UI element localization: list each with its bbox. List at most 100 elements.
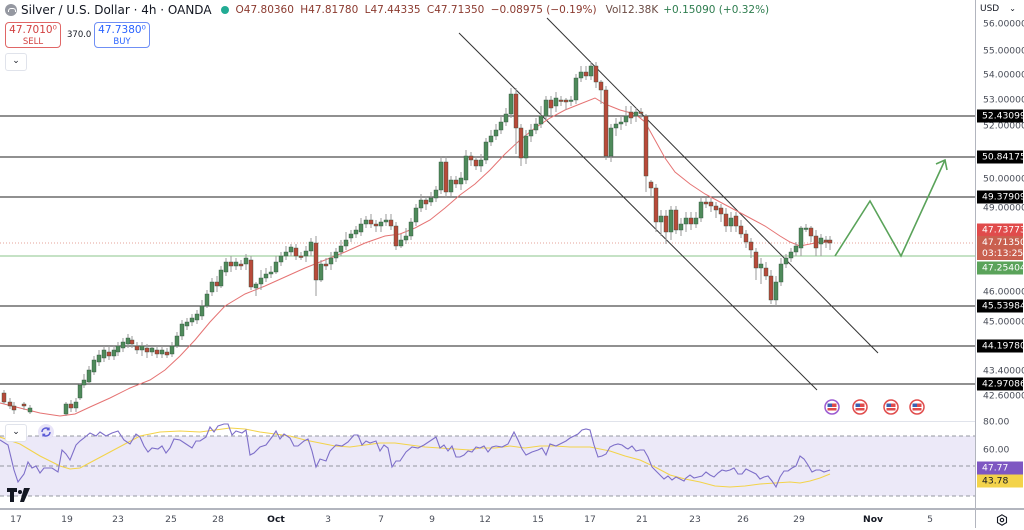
candle-body — [498, 121, 504, 131]
candle-body — [298, 255, 304, 258]
rsi-collapse-button[interactable]: ⌄ — [5, 424, 27, 442]
price-level-tag: 47.25404 — [977, 261, 1024, 275]
candle-body — [798, 227, 804, 249]
high-value: H47.81780 — [300, 4, 359, 16]
candle-body — [248, 259, 254, 288]
candle-body — [96, 354, 102, 363]
candle-body — [623, 115, 629, 123]
candle-body — [468, 155, 474, 161]
candle-body — [91, 359, 97, 373]
market-open-status-icon — [220, 6, 229, 14]
candle-body — [723, 213, 729, 227]
pane-separator[interactable] — [0, 421, 975, 422]
candle-body — [443, 161, 449, 193]
candle-body — [115, 345, 121, 353]
candle-body — [223, 261, 229, 273]
time-tick: 28 — [212, 514, 224, 525]
candle-body — [238, 263, 244, 267]
buy-button[interactable]: 47.7380⁰ BUY — [94, 22, 150, 48]
candle-body — [209, 281, 215, 293]
time-tick: 7 — [378, 514, 384, 525]
candle-body — [688, 217, 694, 225]
candle-body — [758, 263, 764, 269]
candle-body — [228, 261, 234, 267]
candle-body — [703, 201, 709, 205]
refresh-icon[interactable] — [38, 424, 54, 440]
current-price: 47.71350 — [982, 237, 1024, 248]
candle-body — [733, 215, 739, 227]
collapse-legend-button[interactable]: ⌄ — [5, 53, 27, 71]
bar-countdown: 03:13:25 — [982, 248, 1024, 259]
candle-body — [433, 189, 439, 199]
candlesticks — [1, 62, 833, 416]
candle-body — [578, 71, 584, 79]
candle-body — [328, 257, 334, 265]
time-tick: 12 — [479, 514, 491, 525]
candle-body — [823, 239, 829, 243]
projection-arrowhead-icon — [935, 158, 948, 171]
time-tick: 23 — [112, 514, 124, 525]
candle-body — [308, 241, 314, 252]
sell-price: 47.7010⁰ — [9, 24, 57, 36]
candle-body — [613, 123, 619, 129]
time-axis[interactable] — [0, 508, 1024, 528]
candle-body — [333, 251, 339, 259]
candle-body — [653, 187, 659, 223]
candle-body — [528, 129, 534, 137]
time-tick: 26 — [737, 514, 749, 525]
candle-body — [154, 349, 160, 355]
candle-body — [144, 347, 150, 353]
candle-body — [588, 65, 594, 77]
us-flag-economic-event-icon — [909, 399, 925, 415]
candle-body — [638, 111, 644, 114]
candle-body — [738, 225, 744, 235]
us-flag-economic-event-icon — [852, 399, 868, 415]
price-axis[interactable] — [975, 0, 1024, 528]
candle-body — [563, 99, 569, 103]
currency-label: USD — [980, 4, 1000, 14]
us-flag-economic-event-icon — [883, 399, 899, 415]
price-tick: 49.00000 — [983, 202, 1024, 214]
candle-body — [353, 229, 359, 235]
chevron-down-icon: ⌄ — [12, 56, 20, 66]
candle-body — [106, 351, 112, 357]
price-tick: 56.00000 — [983, 18, 1024, 30]
candle-body — [478, 159, 484, 167]
rsi-tick: 60.00 — [983, 444, 1010, 456]
currency-selector[interactable]: USD ⌄ — [980, 4, 1016, 14]
candle-body — [11, 405, 17, 411]
price-tick: 46.00000 — [983, 286, 1024, 298]
candle-body — [763, 267, 769, 277]
tradingview-logo-icon[interactable] — [7, 487, 33, 502]
candle-body — [159, 349, 165, 355]
candle-body — [7, 401, 13, 407]
candle-body — [508, 93, 514, 115]
candle-body — [773, 281, 779, 301]
flag-canton — [912, 403, 917, 407]
candle-body — [783, 257, 789, 265]
chart-settings-gear-icon[interactable] — [996, 511, 1008, 526]
sell-button[interactable]: 47.7010⁰ SELL — [5, 22, 61, 48]
time-tick: 25 — [165, 514, 177, 525]
candle-body — [793, 245, 799, 253]
price-chart-canvas[interactable] — [0, 0, 975, 508]
time-tick: 3 — [325, 514, 331, 525]
moving-average-line — [0, 97, 831, 417]
flag-canton — [855, 403, 860, 407]
candle-body — [463, 155, 469, 181]
price-tick: 55.00000 — [983, 45, 1024, 57]
candle-body — [204, 293, 210, 307]
candle-body — [303, 250, 309, 257]
price-tick: 54.00000 — [983, 69, 1024, 81]
candle-body — [408, 221, 414, 237]
candle-body — [73, 401, 79, 409]
candle-body — [313, 242, 319, 281]
buy-price: 47.7380⁰ — [98, 24, 146, 36]
candle-body — [288, 246, 294, 253]
candle-body — [428, 197, 434, 203]
symbol-title[interactable]: Silver / U.S. Dollar · 4h · OANDA — [21, 3, 212, 17]
candle-body — [693, 217, 699, 225]
candle-body — [348, 233, 354, 239]
candle-body — [81, 379, 87, 386]
candle-body — [368, 219, 374, 225]
